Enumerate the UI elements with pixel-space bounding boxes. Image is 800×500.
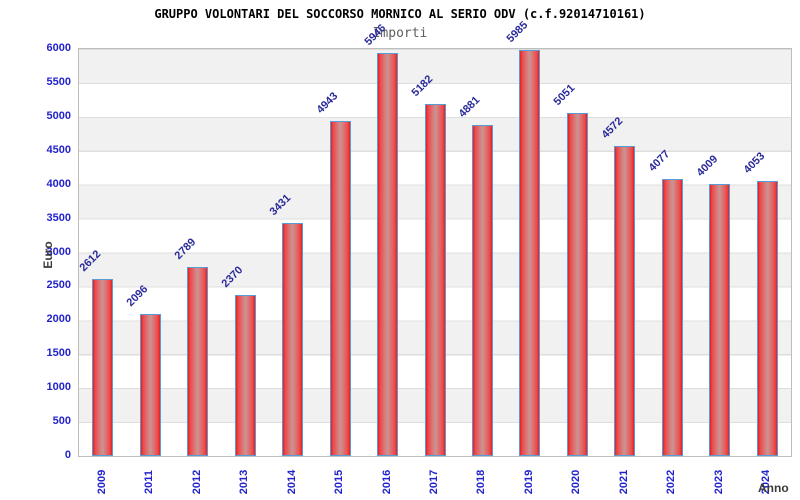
x-tick-label-2009: 2009 — [95, 469, 108, 495]
x-axis-title: Anno — [758, 481, 789, 495]
chart-title: GRUPPO VOLONTARI DEL SOCCORSO MORNICO AL… — [154, 7, 646, 21]
bar-value-label: 4077 — [646, 148, 673, 174]
bar-value-label: 3431 — [267, 192, 293, 218]
y-tick-label: 4000 — [46, 177, 71, 190]
y-tick-label: 500 — [52, 415, 71, 428]
y-tick-label: 2000 — [46, 313, 71, 326]
bar-value-label: 4943 — [314, 90, 341, 116]
y-tick-label: 1000 — [46, 381, 71, 394]
x-tick-label-2022: 2022 — [665, 469, 678, 495]
y-axis-title: Euro — [41, 241, 55, 269]
x-tick-label-2020: 2020 — [570, 469, 583, 495]
bar-2022 — [661, 179, 683, 456]
bar-2020 — [566, 113, 588, 456]
x-tick-label-2013: 2013 — [238, 469, 251, 495]
bar-value-label: 2370 — [219, 264, 246, 290]
bar-value-label: 4053 — [741, 150, 768, 176]
y-tick-label: 4500 — [46, 143, 71, 156]
bar-2014 — [282, 223, 304, 456]
x-tick-label-2017: 2017 — [428, 469, 440, 495]
y-tick-label: 5000 — [46, 109, 71, 122]
bar-value-label: 4881 — [456, 94, 483, 120]
y-tick-label: 0 — [64, 449, 71, 461]
x-tick-label-2015: 2015 — [333, 469, 346, 495]
bar-2018 — [471, 125, 493, 456]
y-tick-label: 2500 — [46, 279, 71, 292]
bar-2024 — [756, 181, 778, 456]
bar-value-label: 2096 — [124, 283, 151, 309]
bar-2013 — [234, 295, 256, 456]
bar-value-label: 2612 — [77, 248, 104, 274]
bar-2021 — [614, 146, 636, 456]
y-tick-label: 3500 — [46, 211, 71, 224]
x-tick-label-2019: 2019 — [522, 469, 535, 495]
bar-value-label: 4009 — [694, 153, 721, 179]
plot-area: 2612 2096 2789 2370 3431 4943 5946 5182 4881 5985… — [77, 19, 792, 457]
bar-2015 — [329, 121, 351, 456]
x-tick-label-2014: 2014 — [285, 469, 298, 495]
bar-value-label: 2789 — [172, 236, 198, 262]
bar-2019 — [519, 50, 541, 456]
y-tick-label: 3000 — [46, 245, 71, 258]
bar-2011 — [139, 314, 161, 456]
x-tick-label-2012: 2012 — [190, 469, 203, 495]
bar-value-label: 5182 — [409, 73, 436, 99]
bar-value-label: 5051 — [551, 82, 578, 108]
bar-2023 — [709, 184, 731, 456]
bar-2009 — [92, 279, 114, 456]
bar-2017 — [424, 104, 446, 456]
x-tick-label-2011: 2011 — [143, 470, 156, 494]
bar-2012 — [187, 267, 209, 456]
chart-subtitle: Importi — [372, 26, 428, 41]
x-tick-label-2016: 2016 — [380, 469, 393, 495]
x-tick-label-2023: 2023 — [712, 469, 725, 495]
y-tick-label: 6000 — [46, 42, 71, 54]
x-tick-label-2021: 2021 — [617, 469, 630, 495]
x-tick-label-2018: 2018 — [475, 469, 488, 495]
bar-2016 — [377, 53, 399, 456]
y-tick-label: 1500 — [46, 347, 71, 360]
bar-value-label: 4572 — [599, 115, 626, 141]
y-tick-label: 5500 — [46, 75, 71, 88]
